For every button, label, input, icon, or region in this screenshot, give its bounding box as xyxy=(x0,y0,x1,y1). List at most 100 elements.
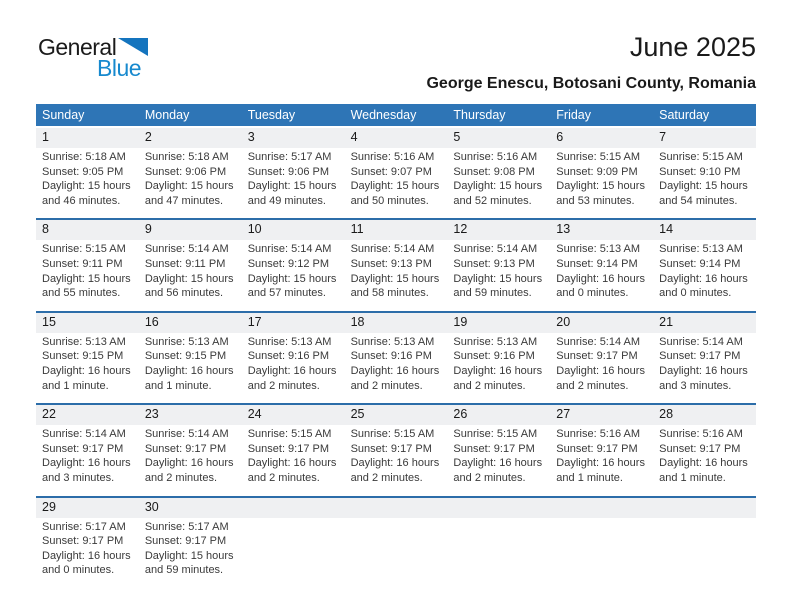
weekday-header-thursday: Thursday xyxy=(453,108,506,122)
day-number: 13 xyxy=(556,222,571,237)
sunrise-line: Sunrise: 5:13 AM xyxy=(453,335,538,348)
sunrise-line: Sunrise: 5:16 AM xyxy=(556,428,641,441)
day-number: 19 xyxy=(453,314,468,329)
daylight-hours-line: Daylight: 16 hours xyxy=(350,364,440,377)
page-title: June 2025 xyxy=(629,32,756,62)
sunset-line: Sunset: 9:11 PM xyxy=(144,257,226,270)
day-cell: Sunrise: 5:17 AM Sunset: 9:17 PM Daylight:… xyxy=(139,518,242,578)
sunrise-line: Sunrise: 5:15 AM xyxy=(247,428,332,441)
daylight-hours-line: Daylight: 16 hours xyxy=(350,457,440,470)
day-number: 22 xyxy=(42,407,56,422)
day-number: 17 xyxy=(247,314,262,329)
daylight-minutes-line: and 46 minutes. xyxy=(42,194,121,207)
day-number: 25 xyxy=(350,407,365,422)
day-details-row: Sunrise: 5:13 AM Sunset: 9:15 PM Daylight:… xyxy=(36,333,756,393)
daylight-minutes-line: and 57 minutes. xyxy=(247,287,326,300)
weeks-container: 1 2 3 4 5 6 7 Sunrise: 5:18 AM Sunset: 9:05 PM Da… xyxy=(36,128,756,578)
day-details-row: Sunrise: 5:14 AM Sunset: 9:17 PM Daylight:… xyxy=(36,425,756,485)
day-number: 7 xyxy=(659,130,667,144)
day-cell: Sunrise: 5:14 AM Sunset: 9:17 PM Daylight:… xyxy=(653,333,756,393)
daylight-hours-line: Daylight: 15 hours xyxy=(453,180,543,193)
sunrise-line: Sunrise: 5:14 AM xyxy=(350,243,435,256)
daylight-hours-line: Daylight: 15 hours xyxy=(144,272,234,285)
day-cell: Sunrise: 5:14 AM Sunset: 9:13 PM Daylight:… xyxy=(447,240,550,300)
day-cell: Sunrise: 5:15 AM Sunset: 9:17 PM Daylight:… xyxy=(447,425,550,485)
day-cell xyxy=(242,518,345,578)
day-number-band: 15 16 17 18 19 20 21 xyxy=(36,312,756,333)
sunset-line: Sunset: 9:07 PM xyxy=(350,165,432,178)
daylight-hours-line: Daylight: 16 hours xyxy=(42,457,131,470)
day-number xyxy=(242,498,345,518)
sunrise-line: Sunrise: 5:18 AM xyxy=(144,151,229,163)
sunset-line: Sunset: 9:17 PM xyxy=(659,350,741,363)
day-cell: Sunrise: 5:14 AM Sunset: 9:17 PM Daylight:… xyxy=(36,425,139,485)
day-number: 12 xyxy=(453,222,468,237)
daylight-minutes-line: and 2 minutes. xyxy=(247,379,320,392)
daylight-minutes-line: and 50 minutes. xyxy=(350,194,429,207)
sunrise-line: Sunrise: 5:17 AM xyxy=(247,151,332,163)
sunset-line: Sunset: 9:16 PM xyxy=(350,350,432,363)
weekday-header-saturday: Saturday xyxy=(659,108,710,122)
day-cell xyxy=(447,518,550,578)
day-cell: Sunrise: 5:15 AM Sunset: 9:10 PM Daylight:… xyxy=(653,148,756,208)
daylight-minutes-line: and 54 minutes. xyxy=(659,194,738,207)
daylight-minutes-line: and 59 minutes. xyxy=(453,287,532,300)
day-cell: Sunrise: 5:14 AM Sunset: 9:11 PM Daylight:… xyxy=(139,240,242,300)
day-cell xyxy=(550,518,653,578)
day-number: 14 xyxy=(659,222,674,237)
daylight-minutes-line: and 59 minutes. xyxy=(144,564,224,577)
week-row: 1 2 3 4 5 6 7 Sunrise: 5:18 AM Sunset: 9:05 PM Da… xyxy=(36,128,756,208)
daylight-hours-line: Daylight: 16 hours xyxy=(556,457,645,470)
day-details-row: Sunrise: 5:15 AM Sunset: 9:11 PM Daylight:… xyxy=(36,240,756,300)
day-cell: Sunrise: 5:13 AM Sunset: 9:15 PM Daylight:… xyxy=(139,333,242,393)
daylight-minutes-line: and 1 minute. xyxy=(659,471,726,484)
daylight-hours-line: Daylight: 16 hours xyxy=(453,457,543,470)
daylight-minutes-line: and 3 minutes. xyxy=(659,379,732,392)
weekday-header-row: Sunday Monday Tuesday Wednesday Thursday Frid… xyxy=(36,104,756,126)
sunset-line: Sunset: 9:06 PM xyxy=(247,165,330,178)
sunrise-line: Sunrise: 5:14 AM xyxy=(556,335,641,348)
day-cell: Sunrise: 5:13 AM Sunset: 9:15 PM Daylight:… xyxy=(36,333,139,393)
sunset-line: Sunset: 9:08 PM xyxy=(453,165,535,178)
day-number: 9 xyxy=(144,222,152,237)
day-details-row: Sunrise: 5:18 AM Sunset: 9:05 PM Daylight:… xyxy=(36,148,756,208)
daylight-hours-line: Daylight: 16 hours xyxy=(144,457,234,470)
sunrise-line: Sunrise: 5:15 AM xyxy=(556,151,641,163)
daylight-minutes-line: and 52 minutes. xyxy=(453,194,532,207)
daylight-hours-line: Daylight: 16 hours xyxy=(556,364,645,377)
day-number: 1 xyxy=(42,130,49,144)
week-row: 22 23 24 25 26 27 28 Sunrise: 5:14 AM Sunset: 9:… xyxy=(36,403,756,485)
sunrise-line: Sunrise: 5:13 AM xyxy=(144,335,229,348)
day-cell: Sunrise: 5:13 AM Sunset: 9:16 PM Daylight:… xyxy=(345,333,448,393)
day-number: 27 xyxy=(556,407,571,422)
day-cell: Sunrise: 5:17 AM Sunset: 9:06 PM Daylight:… xyxy=(242,148,345,208)
sunset-line: Sunset: 9:13 PM xyxy=(350,257,432,270)
day-number xyxy=(345,498,448,518)
sunset-line: Sunset: 9:16 PM xyxy=(247,350,330,363)
sunset-line: Sunset: 9:16 PM xyxy=(453,350,535,363)
day-number: 30 xyxy=(144,499,159,514)
daylight-hours-line: Daylight: 15 hours xyxy=(144,549,234,562)
day-cell: Sunrise: 5:14 AM Sunset: 9:17 PM Daylight:… xyxy=(139,425,242,485)
day-number: 23 xyxy=(144,407,159,422)
sunset-line: Sunset: 9:17 PM xyxy=(42,442,124,455)
sunrise-line: Sunrise: 5:14 AM xyxy=(247,243,332,256)
sunset-line: Sunset: 9:06 PM xyxy=(144,165,227,178)
sunrise-line: Sunrise: 5:15 AM xyxy=(453,428,538,441)
daylight-hours-line: Daylight: 15 hours xyxy=(144,180,234,193)
weekday-header-tuesday: Tuesday xyxy=(247,108,296,122)
sunrise-line: Sunrise: 5:15 AM xyxy=(350,428,435,441)
daylight-minutes-line: and 53 minutes. xyxy=(556,194,635,207)
daylight-minutes-line: and 2 minutes. xyxy=(453,471,526,484)
sunset-line: Sunset: 9:14 PM xyxy=(659,257,741,270)
page-subtitle: George Enescu, Botosani County, Romania xyxy=(426,75,756,92)
sunset-line: Sunset: 9:17 PM xyxy=(659,442,741,455)
day-number-band: 1 2 3 4 5 6 7 xyxy=(36,128,756,148)
daylight-minutes-line: and 0 minutes. xyxy=(42,564,115,577)
sunset-line: Sunset: 9:17 PM xyxy=(453,442,535,455)
daylight-hours-line: Daylight: 16 hours xyxy=(42,549,131,562)
day-number-band: 8 9 10 11 12 13 14 xyxy=(36,220,756,241)
day-number: 16 xyxy=(144,314,159,329)
daylight-hours-line: Daylight: 15 hours xyxy=(350,272,440,285)
day-cell: Sunrise: 5:14 AM Sunset: 9:17 PM Daylight:… xyxy=(550,333,653,393)
